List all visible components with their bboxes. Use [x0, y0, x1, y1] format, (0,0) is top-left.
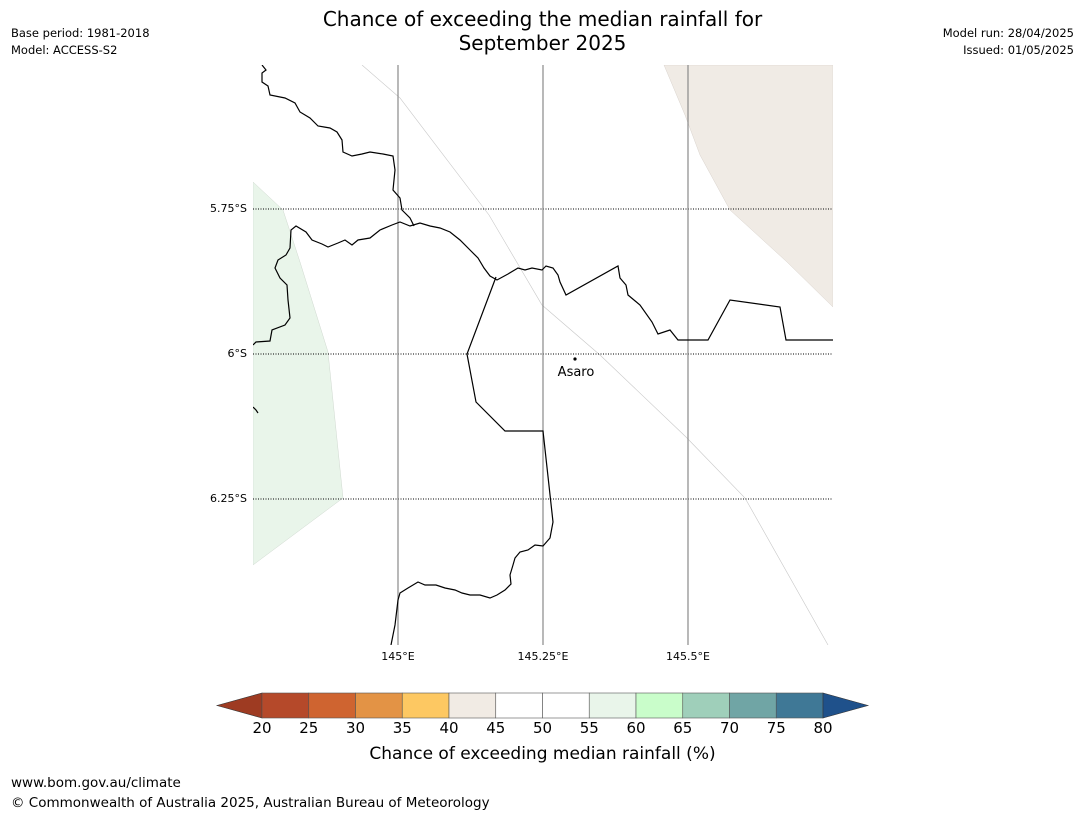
colorbar-tick-label: 60	[626, 719, 646, 737]
colorbar-segment	[635, 692, 684, 719]
colorbar-tick-label: 30	[345, 719, 366, 737]
colorbar-tick-label: 25	[299, 719, 319, 737]
boundary-south	[390, 276, 554, 645]
colorbar-tick-label: 50	[532, 719, 553, 737]
footer-copyright: © Commonwealth of Australia 2025, Austra…	[11, 795, 490, 811]
colorbar-tick-label: 80	[813, 719, 833, 737]
colorbar-extend-high	[822, 692, 870, 719]
metadata-left: Base period: 1981-2018 Model: ACCESS-S2	[11, 25, 150, 59]
map-plot-area	[253, 65, 833, 645]
title-line-1: Chance of exceeding the median rainfall …	[322, 7, 763, 31]
lat-label-5-75: 5.75°S	[210, 202, 247, 215]
colorbar-segment	[355, 692, 403, 719]
base-period: Base period: 1981-2018	[11, 26, 150, 40]
colorbar-tick-label: 75	[766, 719, 786, 737]
colorbar-tick-label: 40	[439, 719, 459, 737]
colorbar-segment	[729, 692, 777, 719]
issued-date: Issued: 01/05/2025	[963, 43, 1074, 57]
model-name: Model: ACCESS-S2	[11, 43, 118, 57]
lon-label-145-5: 145.5°E	[666, 650, 710, 663]
colorbar-tick-label: 70	[719, 719, 740, 737]
colorbar-segment	[775, 692, 824, 719]
colorbar-tick-label: 45	[486, 719, 506, 737]
colorbar-tick-label: 20	[252, 719, 272, 737]
colorbar-segment	[401, 692, 450, 719]
lat-label-6: 6°S	[227, 347, 247, 360]
metadata-right: Model run: 28/04/2025 Issued: 01/05/2025	[943, 25, 1074, 59]
lon-label-145-25: 145.25°E	[517, 650, 569, 663]
boundary-central	[253, 221, 833, 346]
boundary-west-fragment	[253, 406, 259, 414]
map-title: Chance of exceeding the median rainfall …	[0, 7, 1085, 55]
colorbar-tick-label: 55	[579, 719, 599, 737]
colorbar-segment	[448, 692, 497, 719]
place-label-asaro: Asaro	[557, 365, 595, 380]
footer-url: www.bom.gov.au/climate	[11, 775, 181, 791]
lon-label-145: 145°E	[381, 650, 415, 663]
colorbar-label: Chance of exceeding median rainfall (%)	[369, 744, 716, 764]
contour-line	[361, 65, 829, 645]
region-55-60	[253, 181, 344, 566]
colorbar-segments	[215, 692, 870, 719]
colorbar-segment	[495, 692, 543, 719]
colorbar-extend-low	[215, 692, 263, 719]
colorbar-segment	[682, 692, 730, 719]
colorbar-segment	[588, 692, 637, 719]
asaro-marker	[573, 357, 577, 361]
colorbar-tick-label: 65	[673, 719, 693, 737]
title-line-2: September 2025	[458, 31, 627, 55]
boundary-north	[261, 65, 415, 227]
lat-label-6-25: 6.25°S	[210, 492, 247, 505]
colorbar-segment	[261, 692, 310, 719]
colorbar-segment	[542, 692, 590, 719]
colorbar-segment	[308, 692, 356, 719]
model-run-date: Model run: 28/04/2025	[942, 26, 1074, 40]
colorbar-tick-label: 35	[392, 719, 412, 737]
